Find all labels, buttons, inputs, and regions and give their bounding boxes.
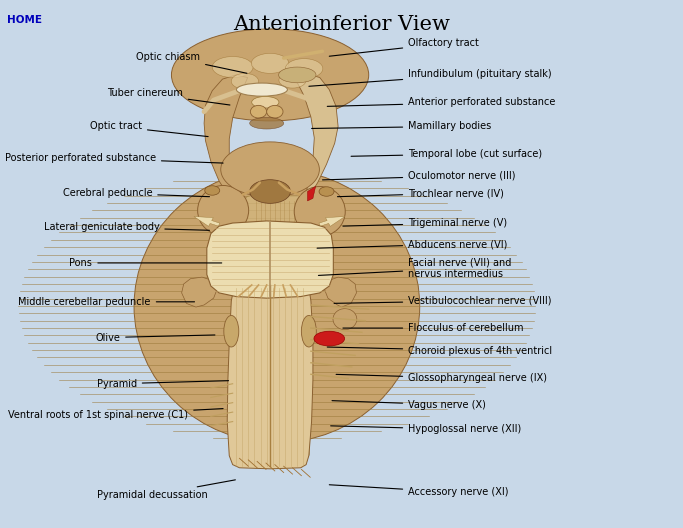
Text: Pyramidal decussation: Pyramidal decussation: [96, 480, 236, 500]
Text: Optic chiasm: Optic chiasm: [136, 52, 247, 73]
FancyArrow shape: [319, 216, 345, 227]
Ellipse shape: [197, 185, 249, 235]
Polygon shape: [182, 277, 218, 307]
Ellipse shape: [333, 309, 357, 329]
Text: Ventral roots of 1st spinal nerve (C1): Ventral roots of 1st spinal nerve (C1): [8, 409, 223, 420]
Text: Glossopharyngeal nerve (IX): Glossopharyngeal nerve (IX): [336, 373, 547, 383]
Text: Vestibulocochlear nerve (VIII): Vestibulocochlear nerve (VIII): [334, 296, 552, 306]
Ellipse shape: [279, 72, 306, 88]
Ellipse shape: [236, 83, 288, 96]
Text: Trigeminal nerve (V): Trigeminal nerve (V): [343, 218, 507, 228]
Text: Anterioinferior View: Anterioinferior View: [233, 14, 450, 33]
Ellipse shape: [250, 117, 283, 129]
Ellipse shape: [285, 59, 323, 79]
Text: Abducens nerve (VI): Abducens nerve (VI): [317, 239, 507, 249]
Text: Choroid plexus of 4th ventricl: Choroid plexus of 4th ventricl: [327, 346, 553, 356]
Ellipse shape: [252, 97, 279, 108]
Text: Vagus nerve (X): Vagus nerve (X): [332, 400, 486, 410]
Circle shape: [266, 106, 283, 118]
Text: Pons: Pons: [70, 258, 222, 268]
Ellipse shape: [171, 29, 369, 121]
FancyArrow shape: [194, 216, 220, 227]
Polygon shape: [207, 221, 333, 298]
Text: Pyramid: Pyramid: [96, 379, 229, 389]
Ellipse shape: [314, 331, 344, 346]
Text: Optic tract: Optic tract: [90, 121, 208, 137]
Text: HOME: HOME: [7, 14, 42, 24]
Polygon shape: [204, 75, 248, 197]
Text: Tuber cinereum: Tuber cinereum: [107, 88, 230, 105]
Ellipse shape: [279, 67, 316, 83]
Text: Infundibulum (pituitary stalk): Infundibulum (pituitary stalk): [309, 69, 552, 86]
Text: Oculomotor nerve (III): Oculomotor nerve (III): [322, 171, 516, 181]
Ellipse shape: [224, 315, 239, 347]
Ellipse shape: [205, 186, 220, 195]
Text: Accessory nerve (XI): Accessory nerve (XI): [329, 485, 509, 497]
Polygon shape: [307, 186, 316, 201]
Polygon shape: [294, 74, 338, 197]
Text: Middle cerebellar peduncle: Middle cerebellar peduncle: [18, 297, 195, 307]
Ellipse shape: [251, 53, 289, 73]
Ellipse shape: [212, 56, 253, 78]
Text: Trochlear nerve (IV): Trochlear nerve (IV): [337, 188, 504, 198]
Ellipse shape: [301, 315, 316, 347]
Text: Facial nerve (VII) and
nervus intermedius: Facial nerve (VII) and nervus intermediu…: [318, 258, 512, 279]
Text: Olive: Olive: [95, 333, 215, 343]
Text: Temporal lobe (cut surface): Temporal lobe (cut surface): [351, 149, 542, 159]
FancyBboxPatch shape: [245, 196, 309, 458]
Text: Cerebral peduncle: Cerebral peduncle: [63, 188, 210, 198]
Text: Lateral geniculate body: Lateral geniculate body: [44, 222, 210, 232]
Ellipse shape: [319, 187, 334, 196]
Polygon shape: [227, 284, 313, 469]
Text: Posterior perforated substance: Posterior perforated substance: [5, 153, 223, 163]
Text: Anterior perforated substance: Anterior perforated substance: [327, 97, 555, 107]
Ellipse shape: [250, 180, 290, 203]
Text: Olfactory tract: Olfactory tract: [329, 39, 479, 56]
Ellipse shape: [134, 169, 420, 442]
Ellipse shape: [221, 142, 320, 197]
Text: Hypoglossal nerve (XII): Hypoglossal nerve (XII): [331, 425, 521, 435]
Ellipse shape: [294, 186, 345, 237]
Ellipse shape: [232, 73, 258, 89]
Polygon shape: [324, 277, 357, 307]
Text: Flocculus of cerebellum: Flocculus of cerebellum: [343, 323, 524, 333]
Text: Mamillary bodies: Mamillary bodies: [311, 121, 491, 131]
Circle shape: [251, 106, 266, 118]
